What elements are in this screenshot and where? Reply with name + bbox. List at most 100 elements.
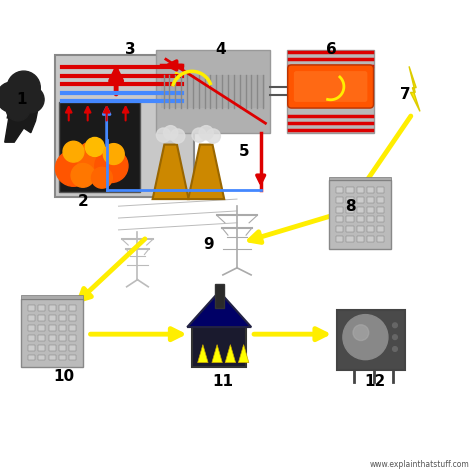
Bar: [28, 345, 35, 351]
Circle shape: [343, 315, 388, 360]
Bar: [192, 327, 246, 367]
Circle shape: [192, 128, 206, 142]
Bar: [38, 355, 46, 361]
Polygon shape: [409, 66, 420, 111]
Circle shape: [55, 150, 91, 186]
Bar: [59, 355, 66, 361]
Bar: [38, 345, 46, 351]
Polygon shape: [153, 145, 189, 199]
Bar: [48, 335, 56, 341]
Bar: [28, 315, 35, 321]
Bar: [356, 236, 364, 242]
Bar: [336, 197, 343, 203]
Circle shape: [353, 325, 369, 340]
Circle shape: [77, 142, 108, 173]
Bar: [48, 325, 56, 331]
Bar: [48, 306, 56, 311]
Circle shape: [18, 86, 44, 113]
Bar: [69, 345, 76, 351]
FancyBboxPatch shape: [288, 65, 374, 108]
Text: 8: 8: [346, 199, 356, 214]
Bar: [346, 197, 354, 203]
Text: 10: 10: [54, 369, 74, 384]
Bar: [336, 226, 343, 232]
Text: 12: 12: [364, 374, 385, 389]
Bar: [69, 306, 76, 311]
Circle shape: [7, 71, 40, 104]
Text: 4: 4: [215, 42, 226, 57]
Bar: [356, 226, 364, 232]
Bar: [59, 345, 66, 351]
FancyBboxPatch shape: [294, 71, 367, 102]
Bar: [346, 187, 354, 193]
Bar: [336, 207, 343, 212]
Bar: [346, 207, 354, 212]
Circle shape: [164, 126, 178, 140]
Bar: [329, 177, 391, 180]
Circle shape: [6, 97, 30, 121]
Polygon shape: [238, 345, 249, 363]
Bar: [377, 236, 384, 242]
Bar: [346, 226, 354, 232]
Bar: [346, 236, 354, 242]
Bar: [38, 315, 46, 321]
Circle shape: [392, 335, 397, 339]
Polygon shape: [5, 76, 38, 142]
Circle shape: [392, 346, 397, 351]
Bar: [48, 355, 56, 361]
Circle shape: [71, 164, 95, 187]
Circle shape: [91, 167, 112, 188]
Circle shape: [392, 323, 397, 328]
Bar: [367, 197, 374, 203]
Bar: [346, 217, 354, 222]
Bar: [156, 50, 270, 133]
Circle shape: [206, 129, 220, 143]
Circle shape: [199, 126, 213, 140]
Bar: [69, 325, 76, 331]
Bar: [367, 226, 374, 232]
Circle shape: [171, 129, 185, 143]
Text: 6: 6: [327, 42, 337, 57]
Bar: [336, 187, 343, 193]
Text: 7: 7: [400, 87, 410, 102]
Bar: [336, 217, 343, 222]
Bar: [377, 226, 384, 232]
Bar: [48, 315, 56, 321]
Bar: [55, 55, 194, 197]
Bar: [38, 306, 46, 311]
Text: 1: 1: [16, 92, 27, 107]
Bar: [215, 284, 224, 308]
Bar: [377, 197, 384, 203]
Bar: [69, 335, 76, 341]
Bar: [356, 207, 364, 212]
Bar: [69, 355, 76, 361]
Bar: [356, 187, 364, 193]
Bar: [377, 207, 384, 212]
Bar: [59, 102, 140, 192]
Polygon shape: [225, 345, 236, 363]
Bar: [356, 217, 364, 222]
Polygon shape: [188, 145, 224, 199]
Bar: [367, 217, 374, 222]
Bar: [59, 335, 66, 341]
Bar: [377, 217, 384, 222]
Text: 11: 11: [212, 374, 233, 389]
Text: www.explainthatstuff.com: www.explainthatstuff.com: [370, 460, 469, 469]
Bar: [38, 335, 46, 341]
Polygon shape: [187, 292, 251, 327]
Bar: [28, 325, 35, 331]
Bar: [28, 306, 35, 311]
Text: 2: 2: [78, 194, 88, 209]
Bar: [28, 355, 35, 361]
Bar: [337, 310, 405, 370]
Text: 9: 9: [203, 237, 214, 252]
Bar: [69, 315, 76, 321]
Bar: [59, 306, 66, 311]
Bar: [356, 197, 364, 203]
Text: 5: 5: [239, 144, 249, 159]
Circle shape: [0, 82, 27, 112]
Text: 3: 3: [125, 42, 136, 57]
Circle shape: [103, 144, 124, 164]
Bar: [28, 335, 35, 341]
Bar: [21, 299, 83, 367]
